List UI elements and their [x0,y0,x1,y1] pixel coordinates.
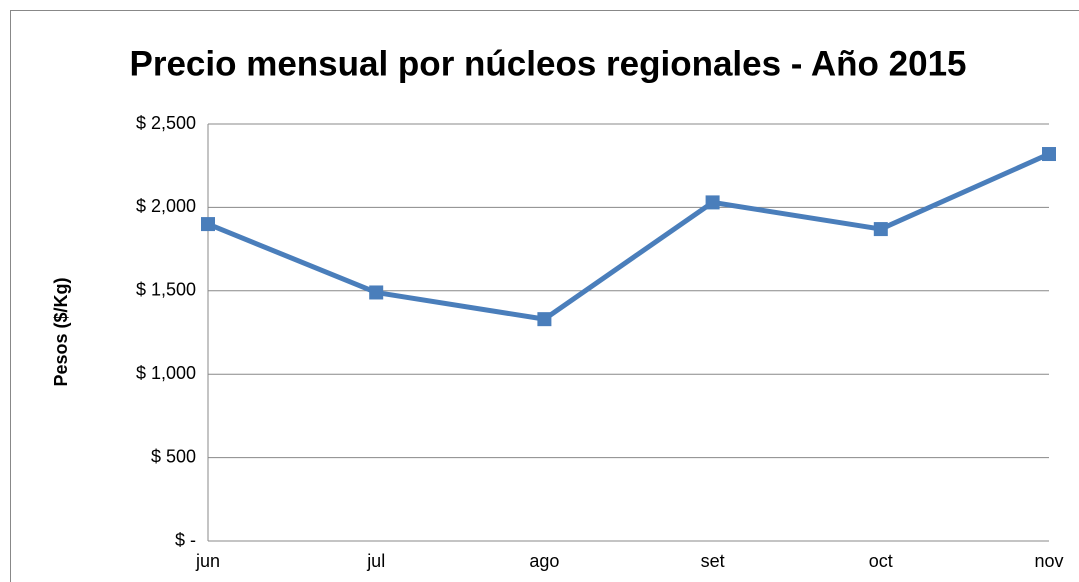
y-tick-label: $ 1,000 [136,363,196,383]
chart-title: Precio mensual por núcleos regionales - … [129,44,966,83]
y-tick-label: $ 1,500 [136,280,196,300]
marker [369,285,384,300]
y-tick-label: $ - [175,530,196,550]
line [207,151,1051,322]
x-tick-label: ago [529,551,559,571]
x-tick-label: jul [366,551,385,571]
chart-border [10,10,1079,582]
marker [873,222,888,237]
y-tick-label: $ 2,500 [136,113,196,133]
marker [1042,147,1056,162]
marker [537,312,552,327]
x-tick-label: jun [195,551,220,571]
x-tick-label: oct [869,551,893,571]
y-tick-label: $ 2,000 [136,196,196,216]
x-tick-label: set [701,551,725,571]
y-axis-label: Pesos ($/Kg) [51,277,71,386]
marker [705,195,720,210]
marker [201,217,215,232]
x-tick-label: nov [1034,551,1063,571]
y-tick-label: $ 500 [151,446,196,466]
